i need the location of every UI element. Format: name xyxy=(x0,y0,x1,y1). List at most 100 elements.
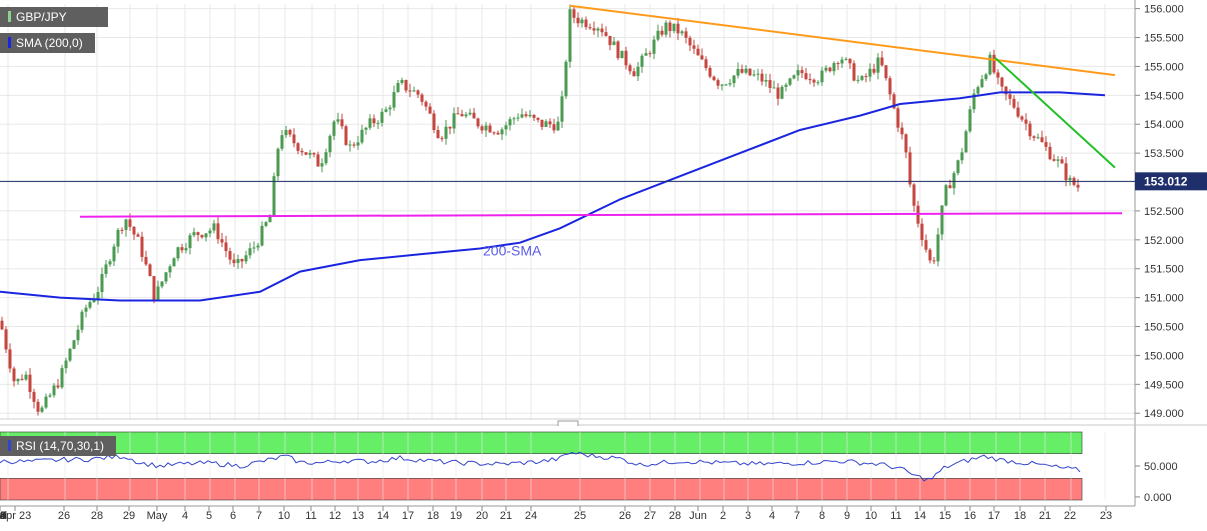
candle-body xyxy=(368,118,372,128)
candle-body xyxy=(492,132,496,134)
candle-body xyxy=(204,233,208,238)
candle-body xyxy=(972,93,976,110)
candle-body xyxy=(468,112,472,115)
candle-body xyxy=(456,113,460,115)
candle-body xyxy=(1020,116,1024,120)
candle-body xyxy=(44,396,48,408)
candle-body xyxy=(800,70,804,74)
candle-body xyxy=(708,67,712,77)
candle-body xyxy=(792,75,796,79)
candle-body xyxy=(948,185,952,189)
x-tick-label: 4 xyxy=(769,510,775,522)
candle-body xyxy=(88,302,92,308)
candle-body xyxy=(108,261,112,265)
candle-body xyxy=(1044,142,1048,147)
candle-body xyxy=(804,73,808,80)
candle-body xyxy=(112,246,116,262)
candle-body xyxy=(988,54,992,75)
candle-body xyxy=(188,235,192,249)
candle-body xyxy=(476,118,480,127)
candle-body xyxy=(984,74,988,80)
x-tick-label: 27 xyxy=(644,510,656,522)
candle-body xyxy=(788,78,792,85)
candle-body xyxy=(496,132,500,135)
candle-body xyxy=(24,374,28,380)
x-tick-label: 29 xyxy=(0,510,6,522)
candles xyxy=(0,4,1080,416)
candle-body xyxy=(796,70,800,76)
candle-body xyxy=(836,63,840,65)
x-tick-label: 2 xyxy=(720,510,726,522)
candle-body xyxy=(20,378,24,380)
candle-body xyxy=(776,87,780,99)
candle-body xyxy=(436,130,440,139)
candle-body xyxy=(676,23,680,34)
candle-body xyxy=(732,75,736,84)
candle-body xyxy=(356,142,360,146)
x-tick-label: 6 xyxy=(230,510,236,522)
candle-body xyxy=(212,223,216,231)
candle-body xyxy=(284,130,288,136)
y-tick-label: 154.000 xyxy=(1144,119,1184,131)
price-chart[interactable]: 149.000 149.500 150.000 150.500 151.000 151.5… xyxy=(0,0,1207,428)
x-tick-label: 22 xyxy=(1064,510,1076,522)
candle-body xyxy=(584,19,588,28)
candle-body xyxy=(488,125,492,133)
candle-body xyxy=(104,264,108,274)
symbol-swatch xyxy=(8,11,11,22)
candle-body xyxy=(1036,137,1040,139)
candle-body xyxy=(364,127,368,130)
candle-body xyxy=(516,117,520,119)
rsi-panel[interactable]: 50.000 0.000 Apr 23 26 28 29 May 4 5 6 7 10 11 12 13 14… xyxy=(0,426,1207,526)
x-tick-label: 12 xyxy=(329,510,341,522)
candle-body xyxy=(404,79,408,91)
candle-body xyxy=(376,122,380,124)
x-tick-label: 11 xyxy=(305,510,316,522)
sma-200-line xyxy=(0,91,1106,302)
candle-body xyxy=(540,119,544,127)
candle-body xyxy=(236,259,240,264)
candle-body xyxy=(124,219,128,230)
y-tick-label: 156.000 xyxy=(1144,4,1184,16)
candle-body xyxy=(1012,98,1016,108)
candle-body xyxy=(876,57,880,73)
candle-body xyxy=(144,256,148,265)
main-price-panel[interactable]: 149.000 149.500 150.000 150.500 151.000 151.5… xyxy=(0,0,1207,428)
candle-body xyxy=(632,71,636,77)
candle-body xyxy=(604,32,608,36)
candle-body xyxy=(360,129,364,143)
candle-body xyxy=(896,108,900,128)
candle-body xyxy=(568,9,572,62)
candle-body xyxy=(512,118,516,120)
x-tick-label: 21 xyxy=(500,510,512,522)
candle-body xyxy=(756,73,760,75)
x-tick-label: 28 xyxy=(91,510,103,522)
candle-body xyxy=(752,74,756,76)
candle-body xyxy=(712,76,716,81)
candle-body xyxy=(728,83,732,85)
candle-body xyxy=(872,68,876,73)
indicator-swatch xyxy=(8,37,11,48)
x-tick-label: 24 xyxy=(525,510,537,522)
x-tick-label: 24 xyxy=(0,510,6,522)
x-tick-label: 11 xyxy=(890,510,901,522)
candle-body xyxy=(1052,159,1056,161)
candle-body xyxy=(612,41,616,46)
y-tick-label: 154.500 xyxy=(1144,90,1184,102)
candle-body xyxy=(480,126,484,131)
candle-body xyxy=(912,184,916,206)
candle-body xyxy=(764,79,768,82)
x-tick-label: 4 xyxy=(182,510,188,522)
candle-body xyxy=(844,58,848,60)
candle-body xyxy=(384,109,388,112)
symbol-label: GBP/JPY xyxy=(16,10,67,24)
candle-body xyxy=(960,152,964,161)
candle-body xyxy=(1056,159,1060,161)
candle-body xyxy=(736,69,740,76)
candle-body xyxy=(444,126,448,139)
candle-body xyxy=(704,59,708,68)
candle-body xyxy=(12,368,16,382)
candle-body xyxy=(304,152,308,155)
candle-body xyxy=(328,135,332,153)
